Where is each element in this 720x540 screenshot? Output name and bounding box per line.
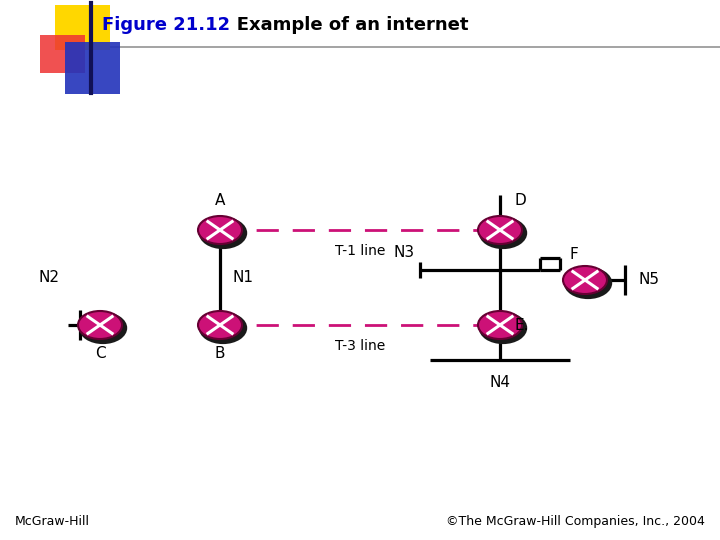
Bar [40,35,85,73]
Text: B: B [215,346,225,361]
Text: C: C [95,346,105,361]
Ellipse shape [478,216,522,244]
Text: N1: N1 [232,271,253,286]
Ellipse shape [479,312,527,344]
Ellipse shape [563,266,607,294]
Ellipse shape [479,217,527,249]
Ellipse shape [199,312,247,344]
Ellipse shape [478,311,522,339]
Text: T-3 line: T-3 line [335,339,385,353]
Ellipse shape [198,216,242,244]
Ellipse shape [198,311,242,339]
Text: A: A [215,193,225,208]
Ellipse shape [78,311,122,339]
Ellipse shape [199,217,247,249]
Text: N5: N5 [638,273,659,287]
Bar [55,5,110,50]
Ellipse shape [78,312,127,344]
Text: N4: N4 [490,375,510,390]
Text: ©The McGraw-Hill Companies, Inc., 2004: ©The McGraw-Hill Companies, Inc., 2004 [446,515,705,528]
Text: E.: E. [514,318,528,333]
Text: N3: N3 [394,245,415,260]
Text: Example of an internet: Example of an internet [218,16,469,34]
Bar [65,42,120,94]
Text: D: D [514,193,526,208]
Text: McGraw-Hill: McGraw-Hill [15,515,90,528]
Ellipse shape [564,267,612,299]
Text: Figure 21.12: Figure 21.12 [102,16,230,34]
Text: F: F [570,247,578,262]
Text: T-1 line: T-1 line [335,244,385,258]
Text: N2: N2 [38,271,59,286]
